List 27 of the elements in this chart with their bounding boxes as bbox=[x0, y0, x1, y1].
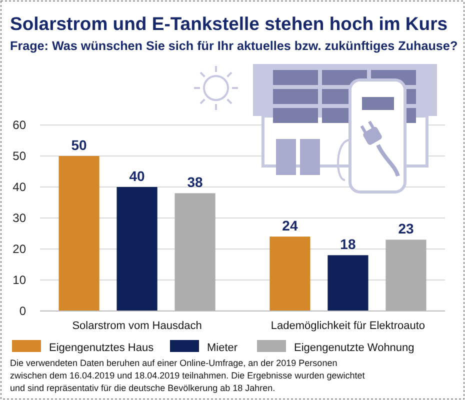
data-label: 40 bbox=[129, 168, 146, 184]
x-tick-label: Solarstrom vom Hausdach bbox=[72, 320, 202, 332]
data-label: 38 bbox=[187, 174, 204, 190]
x-tick-label: Lademöglichkeit für Elektroauto bbox=[270, 320, 426, 332]
bar bbox=[116, 187, 158, 311]
data-label: 18 bbox=[340, 236, 356, 252]
data-label: 23 bbox=[398, 220, 414, 237]
text: Die verwendeten Daten beruhen auf einer Online-Umfrage, an der 2019 Personen zwischen dem 16.04.2019 und 18.04.2019 teilnahmen. Die Ergebnisse wurden gewichtet und sind repräsentativ für die deutsche Bevölkerung ab 18 Jahren. bbox=[10, 358, 366, 393]
y-tick-label: 0 bbox=[19, 304, 26, 318]
y-tick-label: 20 bbox=[12, 242, 26, 256]
bar bbox=[58, 156, 100, 311]
legend-label: Mieter bbox=[207, 342, 238, 354]
y-tick-label: 60 bbox=[12, 118, 26, 132]
chart-title: Solarstrom und E-Tankstelle stehen hoch im Kurs bbox=[10, 13, 448, 34]
y-tick-label: 30 bbox=[12, 211, 26, 225]
legend-label: Eigengenutzte Wohnung bbox=[294, 342, 414, 354]
data-label: 50 bbox=[71, 137, 88, 153]
bar bbox=[386, 240, 426, 311]
chart-subtitle: Frage: Was wünschen Sie sich für Ihr aktuelles bzw. zukünftiges Zuhause? bbox=[10, 39, 458, 53]
y-tick-label: 50 bbox=[12, 149, 26, 163]
y-tick-label: 40 bbox=[12, 180, 26, 194]
y-tick-label: 10 bbox=[12, 273, 26, 287]
data-label: 24 bbox=[282, 218, 298, 234]
bar bbox=[328, 255, 368, 311]
bar bbox=[174, 193, 216, 311]
bar bbox=[270, 236, 310, 311]
legend-label: Eigengenutztes Haus bbox=[49, 342, 154, 354]
